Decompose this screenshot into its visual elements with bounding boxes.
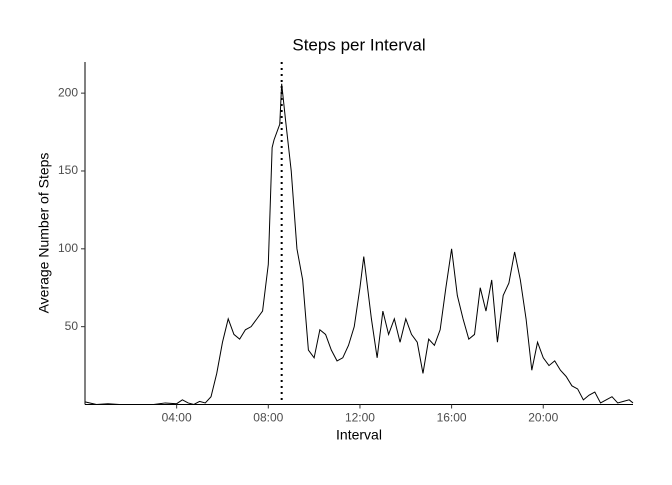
- x-tick-label: 20:00: [528, 411, 558, 425]
- x-tick-label: 16:00: [437, 411, 467, 425]
- y-tick-label: 150: [58, 163, 78, 177]
- y-axis-label: Average Number of Steps: [36, 153, 52, 314]
- series-line: [84, 83, 634, 406]
- x-axis-label: Interval: [336, 427, 382, 443]
- y-tick-label: 50: [65, 319, 79, 333]
- x-tick-label: 08:00: [253, 411, 283, 425]
- x-tick-label: 12:00: [345, 411, 375, 425]
- y-tick-label: 100: [58, 241, 78, 255]
- chart-title: Steps per Interval: [292, 35, 425, 54]
- y-tick-label: 200: [58, 85, 78, 99]
- x-tick-label: 04:00: [162, 411, 192, 425]
